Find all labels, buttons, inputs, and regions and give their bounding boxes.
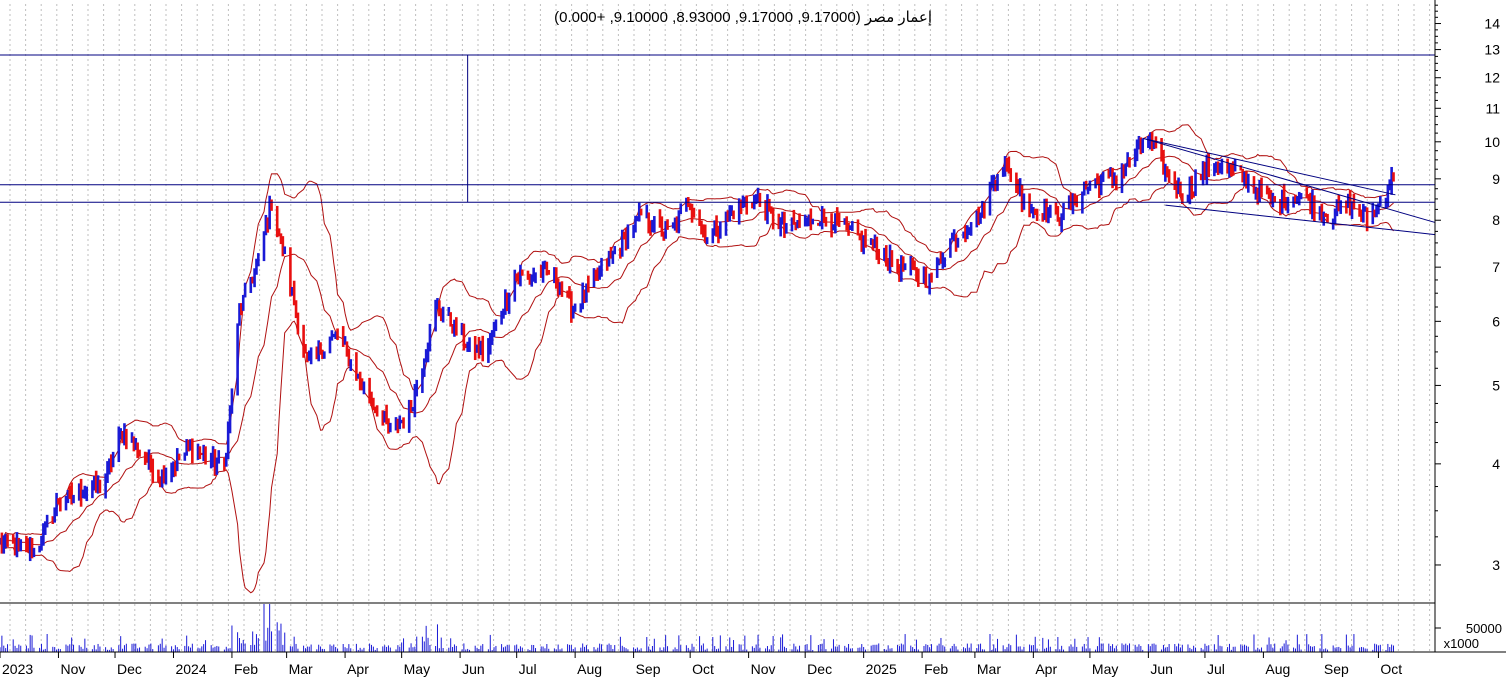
x-tick-label: 2024 [175, 661, 206, 677]
x-tick-label: Mar [977, 661, 1001, 677]
y-tick-label: 7 [1492, 259, 1500, 275]
drawn-lines [0, 54, 1436, 236]
x-tick-label: Dec [807, 661, 832, 677]
trend-line [1165, 204, 1436, 236]
x-tick-label: Jun [1150, 661, 1173, 677]
volume-unit-label: x1000 [1444, 636, 1479, 651]
y-tick-label: 11 [1485, 100, 1500, 116]
price-bars [0, 132, 1395, 562]
grid [9, 4, 1431, 652]
x-tick-label: 2023 [2, 661, 33, 677]
x-tick-label: Feb [234, 661, 258, 677]
y-tick-label: 14 [1484, 16, 1500, 32]
x-tick-label: Aug [577, 661, 602, 677]
x-tick-label: Nov [60, 661, 85, 677]
trend-line [1142, 137, 1396, 196]
y-tick-label: 3 [1492, 557, 1500, 573]
x-tick-label: Oct [1380, 661, 1402, 677]
bollinger-lower [0, 181, 1394, 594]
volume-tick-label: 50000 [1466, 621, 1502, 636]
instrument-name: إعمار مصر [864, 9, 932, 26]
chart-title: إعمار مصر (9.17000, 9.17000, 8.93000, 9.… [554, 9, 932, 26]
x-tick-label: Dec [117, 661, 142, 677]
x-tick-label: Sep [636, 661, 661, 677]
bollinger-upper [0, 124, 1394, 540]
x-tick-label: Oct [692, 661, 714, 677]
x-tick-label: Aug [1265, 661, 1290, 677]
x-tick-label: 2025 [866, 661, 897, 677]
y-tick-label: 6 [1492, 313, 1500, 329]
x-tick-label: Jul [1207, 661, 1225, 677]
x-tick-label: Sep [1324, 661, 1349, 677]
y-tick-label: 8 [1492, 212, 1500, 228]
x-tick-label: Apr [347, 661, 369, 677]
ohlc-readout: (9.17000, 9.17000, 8.93000, 9.10000, +0.… [554, 9, 861, 26]
x-tick-label: Nov [751, 661, 776, 677]
y-tick-label: 12 [1484, 70, 1500, 86]
x-tick-label: May [1092, 661, 1118, 677]
y-tick-label: 9 [1492, 171, 1500, 187]
y-tick-label: 5 [1492, 377, 1500, 393]
y-tick-label: 4 [1492, 456, 1500, 472]
trend-line [1142, 137, 1436, 223]
x-tick-label: May [404, 661, 430, 677]
x-tick-label: Apr [1035, 661, 1057, 677]
x-tick-label: Feb [924, 661, 948, 677]
y-tick-label: 13 [1484, 42, 1500, 58]
x-tick-label: Jun [462, 661, 485, 677]
x-tick-label: Jul [519, 661, 537, 677]
y-tick-label: 10 [1484, 134, 1500, 150]
x-tick-label: Mar [289, 661, 313, 677]
